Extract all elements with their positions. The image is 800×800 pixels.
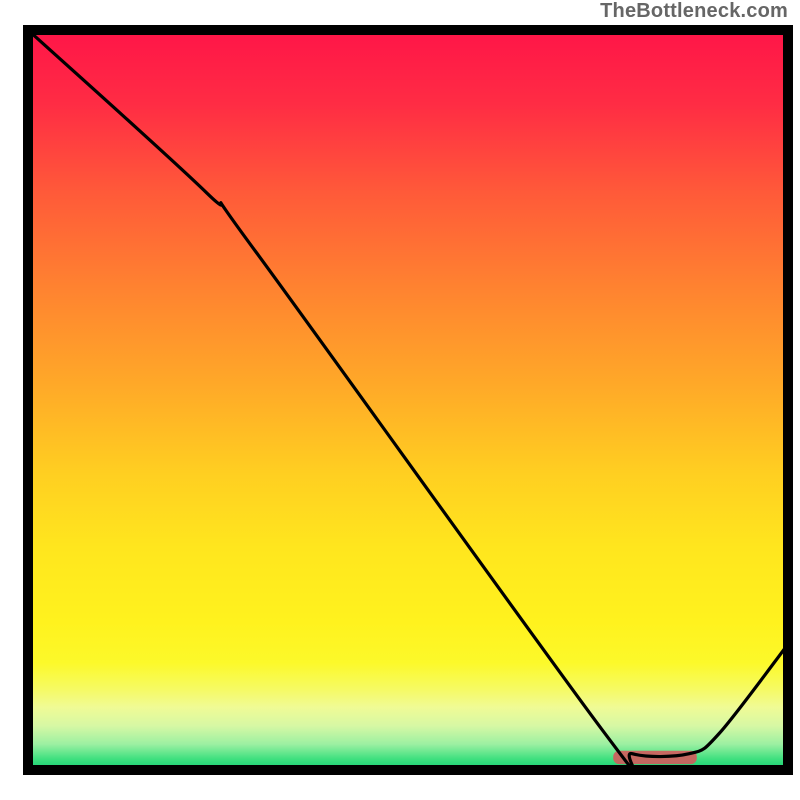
gradient-background <box>28 30 788 770</box>
plot-area <box>28 30 788 773</box>
bottleneck-chart <box>0 0 800 800</box>
chart-stage: TheBottleneck.com <box>0 0 800 800</box>
